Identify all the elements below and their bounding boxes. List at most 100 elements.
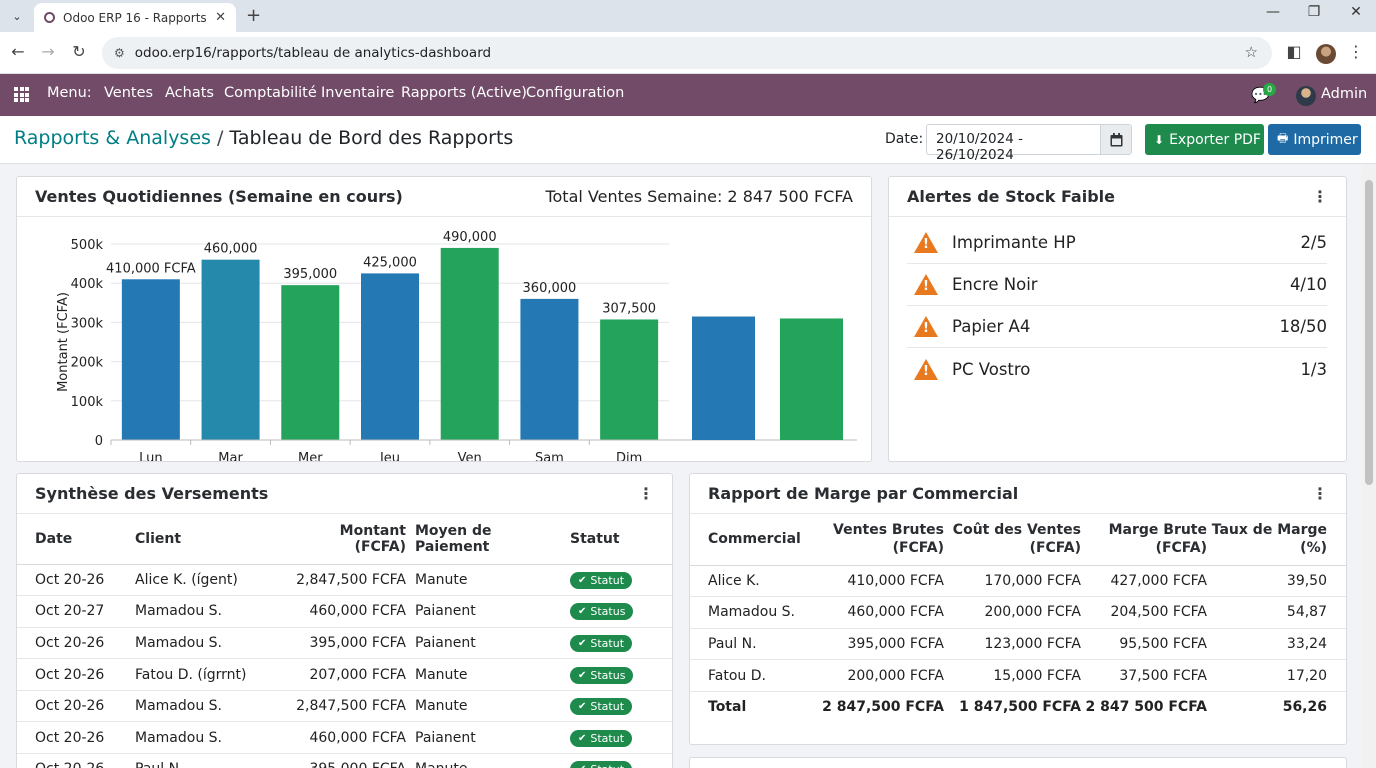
sales-chart-card: Ventes Quotidiennes (Semaine en cours) T… [16,176,872,462]
status-badge[interactable]: ✔Statut [570,698,633,716]
export-pdf-label: Exporter PDF [1169,131,1261,148]
stock-item[interactable]: Imprimante HP 2/5 [907,222,1327,264]
date-range-field[interactable]: 20/10/2024 - 26/10/2024 [926,124,1132,163]
payment-amount: 2,847,500 FCFA [296,571,406,588]
payment-row[interactable]: Oct 20-26 Mamadou S. 395,000 FCFA Paianent ✔… [17,627,672,659]
margin-row[interactable]: Mamadou S. 460,000 FCFA 200,000 FCFA 204,50… [690,597,1346,629]
payment-row[interactable]: Oct 20-26 Mamadou S. 460,000 FCFA Paianent ✔… [17,722,672,754]
payment-method: Paianent [415,729,476,746]
stock-card-menu-icon[interactable]: ⋮ [1312,187,1328,206]
menu-item-achats[interactable]: Achats [165,85,214,101]
breadcrumb-parent-link[interactable]: Rapports & Analyses [14,127,211,149]
status-badge[interactable]: ✔ Status [570,666,634,684]
export-pdf-button[interactable]: ⬇ Exporter PDF [1145,124,1264,155]
status-badge[interactable]: ✔Statut [570,571,633,589]
payment-row[interactable]: Oct 20-26 Alice K. (ígent) 2,847,500 FCFA M… [17,564,672,596]
back-arrow-icon[interactable]: ← [11,42,25,61]
print-button[interactable]: 🖶 Imprimer [1268,124,1361,155]
payment-status: ✔ Status [570,596,672,628]
stock-item-name: Imprimante HP [952,233,1076,252]
close-tab-icon[interactable]: ✕ [215,10,226,25]
apps-grid-icon[interactable] [14,87,29,102]
col-margin-rate[interactable]: Taux de Marge (%) [1207,514,1346,565]
stock-item-name: PC Vostro [952,359,1031,379]
payment-method: Paianent [415,634,476,651]
payment-row[interactable]: Oct 20-27 Mamadou S. 460,000 FCFA Paianent ✔… [17,596,672,628]
close-window-icon[interactable]: ✕ [1350,4,1362,20]
menu-item-inventaire[interactable]: Inventaire [321,85,395,101]
bookmark-star-icon[interactable]: ☆ [1244,43,1258,61]
payment-row[interactable]: Oct 20-26 Mamadou S. 2,847,500 FCFA Manute ✔… [17,690,672,722]
margin-row[interactable]: Alice K. 410,000 FCFA 170,000 FCFA 427,000 … [690,565,1346,597]
col-amount[interactable]: Montant (FCFA) [339,522,406,555]
status-badge[interactable]: ✔Statut [570,729,633,747]
minimize-icon[interactable]: — [1266,4,1280,20]
calendar-icon[interactable] [1100,125,1131,154]
status-badge[interactable]: ✔Statut [570,761,633,768]
col-commercial[interactable]: Commercial [690,514,815,565]
payment-status: ✔Statut [570,754,672,768]
odoo-navbar: Menu: Ventes Achats Comptabilité Inventa… [0,74,1376,116]
extra-bar [692,316,755,440]
menu-label[interactable]: Menu: [47,85,92,101]
payments-card-title: Synthèse des Versements [35,484,269,503]
y-tick-label: 300k [71,316,104,331]
margin-row[interactable]: Paul N. 395,000 FCFA 123,000 FCFA 95,500 FC… [690,628,1346,660]
site-info-icon[interactable]: ⚙ [114,46,125,60]
status-badge[interactable]: ✔ Status [570,603,634,621]
col-cost-unit: (FCFA) [1029,540,1081,557]
side-panel-icon[interactable]: ◧ [1286,42,1302,61]
status-badge[interactable]: ✔Statut [570,634,633,652]
payment-date: Oct 20-26 [35,571,105,588]
col-date[interactable]: Date [35,530,73,547]
col-client[interactable]: Client [135,530,182,547]
date-range-value[interactable]: 20/10/2024 - 26/10/2024 [936,131,1023,163]
payment-row[interactable]: Oct 20-26 Fatou D. (ígrrnt) 207,000 FCFA Ma… [17,659,672,691]
tab-search-dropdown-icon[interactable]: ⌄ [12,9,22,23]
margin-gross-sales: 200,000 FCFA [847,667,944,684]
breadcrumb: Rapports & Analyses / Tableau de Bord de… [14,127,513,149]
reload-icon[interactable]: ↻ [72,42,86,61]
stock-item[interactable]: PC Vostro 1/3 [907,348,1327,390]
payments-card: Synthèse des Versements ⋮ Date Client Mo… [16,473,673,768]
menu-item-configuration[interactable]: Configuration [526,85,625,101]
payment-client: Mamadou S. [135,634,222,651]
stock-alerts-card: Alertes de Stock Faible ⋮ Imprimante HP … [888,176,1347,462]
warning-icon [914,274,938,295]
status-badge-label: Statut [590,700,625,714]
menu-item-comptabilite[interactable]: Comptabilité [224,85,317,101]
check-icon: ✔ [578,764,586,768]
col-status[interactable]: Statut [570,530,620,547]
payment-status: ✔Statut [570,722,672,754]
col-cost-of-sales[interactable]: Coût des Ventes (FCFA) [944,514,1081,565]
sales-card-title: Ventes Quotidiennes (Semaine en cours) [35,187,403,206]
weekly-total: Total Ventes Semaine: 2 847 500 FCFA [545,187,853,206]
menu-item-ventes[interactable]: Ventes [104,85,154,101]
payments-card-menu-icon[interactable]: ⋮ [638,484,654,503]
stock-item[interactable]: Encre Noir 4/10 [907,264,1327,306]
bar-data-label: 360,000 [523,281,577,296]
margin-row[interactable]: Fatou D. 200,000 FCFA 15,000 FCFA 37,500 FC… [690,660,1346,692]
page-scrollbar-thumb[interactable] [1365,180,1373,485]
stock-item[interactable]: Papier A4 18/50 [907,306,1327,348]
forward-arrow-icon[interactable]: → [41,42,55,61]
bar-data-label: 410,000 FCFA [106,261,196,276]
user-avatar[interactable] [1296,86,1316,106]
new-tab-icon[interactable]: + [246,5,262,26]
browser-tab[interactable]: Odoo ERP 16 - Rapports ✕ [34,3,236,32]
stock-item-name: Papier A4 [952,317,1031,336]
col-gross-sales[interactable]: Ventes Brutes (FCFA) [815,514,944,565]
col-gross-margin[interactable]: Marge Brute (FCFA) [1081,514,1207,565]
col-payment-method[interactable]: Moyen de Paiement [415,522,492,555]
restore-window-icon[interactable]: ❐ [1307,4,1321,20]
menu-item-rapports[interactable]: Rapports (Active) [401,85,527,101]
browser-profile-avatar[interactable] [1316,44,1336,64]
browser-menu-icon[interactable]: ⋮ [1348,42,1364,61]
url-bar[interactable]: ⚙ odoo.erp16/rapports/tableau de analyti… [102,37,1272,69]
margin-card-menu-icon[interactable]: ⋮ [1312,484,1328,503]
chat-count-badge: 0 [1263,83,1276,96]
browser-address-bar: ← → ↻ ⚙ odoo.erp16/rapports/tableau de a… [0,32,1376,74]
printer-icon: 🖶 [1277,131,1289,145]
user-name[interactable]: Admin [1321,86,1368,102]
